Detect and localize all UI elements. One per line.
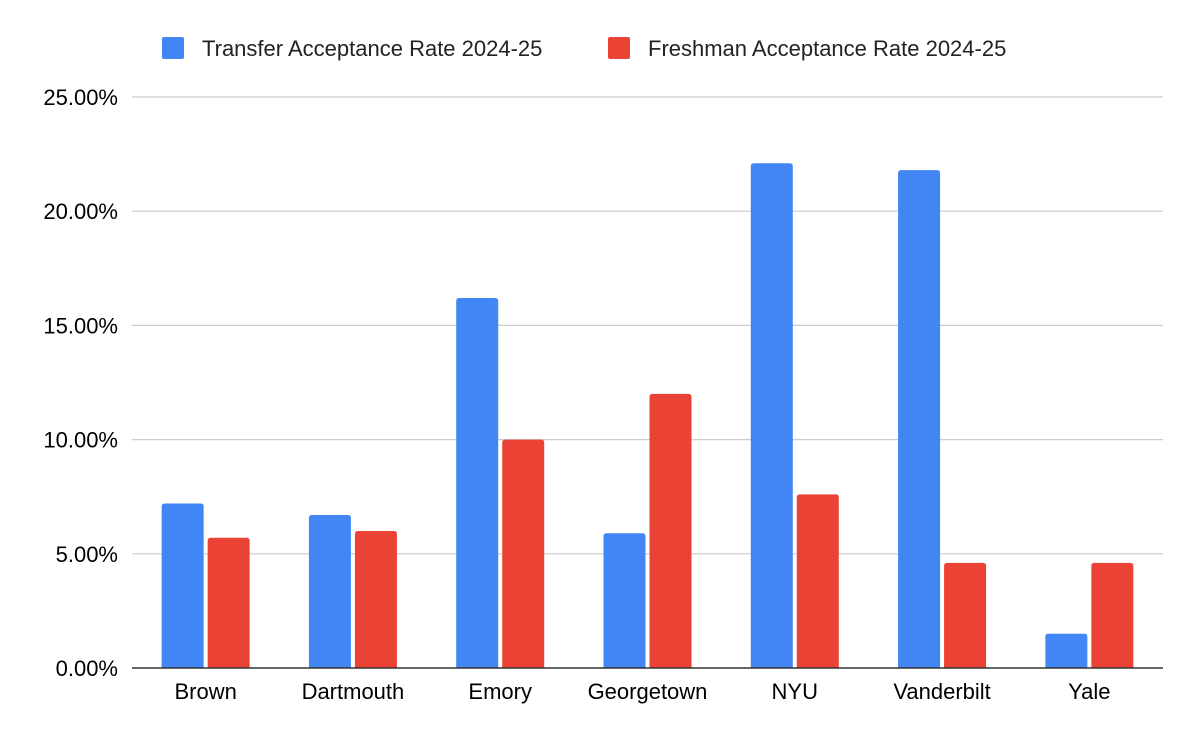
x-tick-label: Dartmouth [302, 679, 405, 704]
y-tick-label: 0.00% [56, 656, 118, 681]
bar-dartmouth-series-2 [354, 530, 397, 668]
bars [161, 163, 1134, 668]
bar-vanderbilt-series-1 [898, 170, 941, 668]
x-tick-label: Vanderbilt [893, 679, 990, 704]
x-axis-tick-labels: Brown Dartmouth Emory Georgetown NYU Vanderbi… [174, 679, 1110, 704]
bar-vanderbilt-series-2 [944, 562, 987, 668]
x-tick-label: Georgetown [588, 679, 708, 704]
bar-dartmouth-series-1 [308, 514, 351, 668]
x-tick-label: NYU [772, 679, 818, 704]
y-axis-tick-labels: 0.00% 5.00% 10.00% 15.00% 20.00% 25.00% [43, 85, 118, 681]
legend-swatch-2 [608, 37, 630, 59]
legend-swatch-1 [162, 37, 184, 59]
bar-emory-series-2 [502, 439, 545, 668]
x-tick-label: Yale [1068, 679, 1110, 704]
bar-brown-series-1 [161, 503, 204, 668]
y-tick-label: 15.00% [43, 313, 118, 338]
legend-label-2: Freshman Acceptance Rate 2024-25 [648, 36, 1006, 61]
bar-yale-series-1 [1045, 633, 1088, 668]
x-tick-label: Brown [174, 679, 236, 704]
y-tick-label: 25.00% [43, 85, 118, 110]
bar-yale-series-2 [1091, 562, 1134, 668]
bar-georgetown-series-1 [603, 533, 646, 668]
gridlines [132, 96, 1163, 555]
bar-nyu-series-1 [750, 163, 793, 668]
y-tick-label: 20.00% [43, 199, 118, 224]
y-tick-label: 5.00% [56, 542, 118, 567]
bar-emory-series-1 [456, 297, 499, 668]
x-tick-label: Emory [468, 679, 532, 704]
bar-brown-series-2 [207, 537, 250, 668]
bar-georgetown-series-2 [649, 393, 692, 668]
bar-nyu-series-2 [796, 494, 839, 668]
legend: Transfer Acceptance Rate 2024-25 Freshman… [162, 36, 1006, 61]
y-tick-label: 10.00% [43, 428, 118, 453]
legend-label-1: Transfer Acceptance Rate 2024-25 [202, 36, 542, 61]
